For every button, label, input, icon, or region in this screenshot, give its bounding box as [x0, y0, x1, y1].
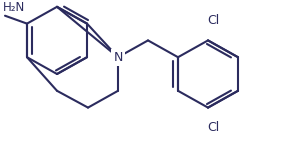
Text: Cl: Cl: [207, 14, 219, 27]
Text: N: N: [113, 51, 123, 64]
Text: Cl: Cl: [207, 121, 219, 134]
Text: H₂N: H₂N: [3, 1, 25, 14]
